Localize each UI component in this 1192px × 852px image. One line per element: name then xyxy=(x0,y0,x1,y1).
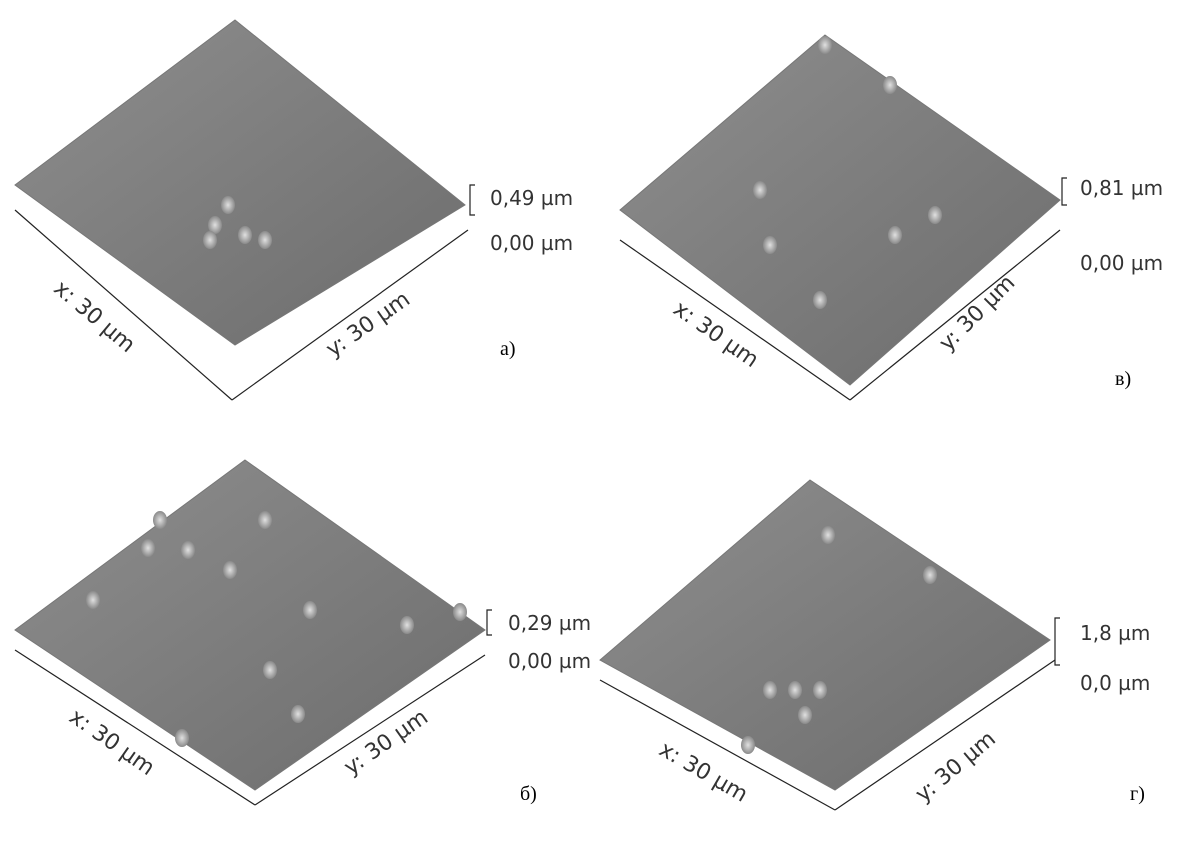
z-scale-bar xyxy=(1055,618,1060,665)
surface-feature xyxy=(258,511,272,529)
surface-feature xyxy=(223,561,237,579)
surface-feature xyxy=(181,541,195,559)
y-axis-label: y: 30 µm xyxy=(911,727,1001,808)
surface-feature xyxy=(221,196,235,214)
surface-feature xyxy=(888,226,902,244)
x-axis-label: x: 30 µm xyxy=(49,276,140,358)
z-min-label: 0,0 µm xyxy=(1080,671,1150,695)
surface-feature xyxy=(203,231,217,249)
surface-feature xyxy=(923,566,937,584)
surface-feature xyxy=(763,681,777,699)
x-axis-label: x: 30 µm xyxy=(655,737,752,808)
surface-feature xyxy=(238,226,252,244)
z-max-label: 0,49 µm xyxy=(490,186,573,210)
surface-feature xyxy=(263,661,277,679)
z-min-label: 0,00 µm xyxy=(490,231,573,255)
surface xyxy=(15,460,485,790)
panel-label: в) xyxy=(1115,368,1131,390)
surface xyxy=(620,35,1060,385)
z-min-label: 0,00 µm xyxy=(508,649,591,673)
z-min-label: 0,00 µm xyxy=(1080,251,1163,275)
surface-feature xyxy=(141,539,155,557)
panel-label: а) xyxy=(500,338,516,360)
surface-feature xyxy=(788,681,802,699)
surface-feature xyxy=(303,601,317,619)
z-max-label: 1,8 µm xyxy=(1080,621,1150,645)
z-scale-bar xyxy=(470,185,475,215)
surface-feature xyxy=(741,736,755,754)
surface-feature xyxy=(813,291,827,309)
surface-feature xyxy=(291,705,305,723)
surface-feature xyxy=(753,181,767,199)
z-max-label: 0,81 µm xyxy=(1080,176,1163,200)
surface-feature xyxy=(86,591,100,609)
z-max-label: 0,29 µm xyxy=(508,611,591,635)
panel-label: б) xyxy=(520,783,537,805)
surface-feature xyxy=(821,526,835,544)
afm-panel: 1,8 µm 0,0 µm x: 30 µm y: 30 µm г) xyxy=(600,480,1150,810)
surface-feature xyxy=(798,706,812,724)
panel-label: г) xyxy=(1130,783,1145,805)
surface-feature xyxy=(153,511,167,529)
surface-feature xyxy=(258,231,272,249)
figure: 0,49 µm 0,00 µm x: 30 µm y: 30 µm а) 0,81 µm 0… xyxy=(0,0,1192,852)
surface-feature xyxy=(883,76,897,94)
surface-feature xyxy=(928,206,942,224)
surface-feature xyxy=(400,616,414,634)
surface-feature xyxy=(813,681,827,699)
surface-feature xyxy=(453,603,467,621)
z-scale-bar xyxy=(1062,178,1067,205)
z-scale-bar xyxy=(487,610,492,635)
surface-feature xyxy=(818,36,832,54)
surface-feature xyxy=(175,729,189,747)
surface-feature xyxy=(763,236,777,254)
